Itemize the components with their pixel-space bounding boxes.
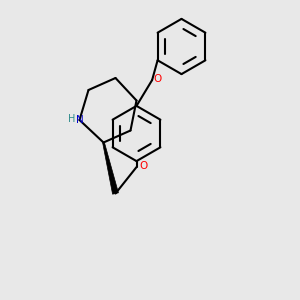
Text: O: O	[153, 74, 162, 84]
Text: N: N	[76, 115, 83, 125]
Text: H: H	[68, 113, 76, 124]
Text: O: O	[139, 160, 147, 171]
Polygon shape	[103, 142, 118, 194]
